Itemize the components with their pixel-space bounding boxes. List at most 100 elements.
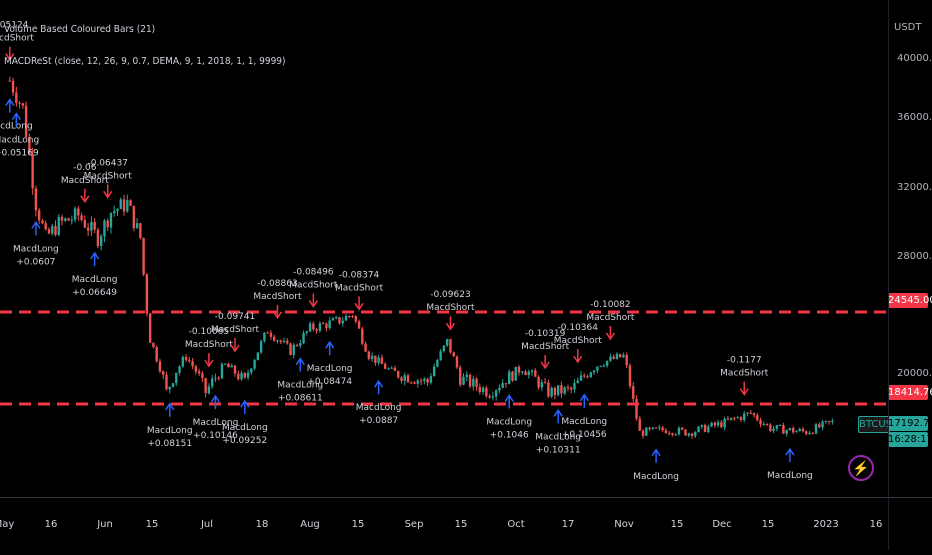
candle-body[interactable] (694, 432, 697, 437)
candle-body[interactable] (429, 376, 433, 383)
candle-body[interactable] (70, 219, 74, 221)
candle-body[interactable] (573, 383, 576, 390)
candle-body[interactable] (240, 373, 243, 380)
candle-body[interactable] (279, 340, 282, 342)
candle-body[interactable] (713, 422, 717, 426)
candle-body[interactable] (357, 321, 361, 329)
candle-body[interactable] (328, 320, 331, 328)
candle-body[interactable] (475, 378, 478, 388)
candle-body[interactable] (540, 382, 544, 388)
candle-body[interactable] (827, 420, 831, 422)
candle-body[interactable] (18, 102, 21, 104)
candle-body[interactable] (733, 417, 736, 419)
candle-body[interactable] (664, 430, 668, 434)
candle-body[interactable] (178, 366, 181, 373)
candle-body[interactable] (220, 364, 224, 379)
candle-body[interactable] (824, 420, 828, 422)
candle-body[interactable] (635, 398, 638, 419)
candle-body[interactable] (426, 378, 429, 383)
candle-body[interactable] (576, 380, 579, 384)
candle-body[interactable] (8, 80, 11, 82)
candle-body[interactable] (272, 336, 276, 341)
candle-body[interactable] (439, 351, 442, 361)
candle-body[interactable] (485, 387, 488, 397)
volume-study-legend[interactable]: Volume Based Coloured Bars (21) (4, 24, 156, 35)
candle-body[interactable] (93, 221, 96, 230)
candle-body[interactable] (86, 227, 90, 231)
candle-body[interactable] (674, 434, 677, 436)
candle-body[interactable] (377, 357, 380, 363)
candle-body[interactable] (171, 383, 175, 387)
candle-body[interactable] (380, 357, 384, 364)
candle-body[interactable] (478, 387, 482, 392)
candle-body[interactable] (798, 428, 801, 431)
candle-body[interactable] (752, 413, 756, 416)
candle-body[interactable] (667, 433, 671, 435)
candle-body[interactable] (671, 433, 674, 435)
candle-body[interactable] (592, 370, 596, 373)
candle-body[interactable] (638, 418, 641, 431)
candle-body[interactable] (687, 433, 690, 436)
candle-body[interactable] (432, 366, 436, 377)
candle-body[interactable] (511, 371, 514, 381)
candle-body[interactable] (243, 373, 247, 378)
candle-body[interactable] (15, 92, 18, 103)
candle-body[interactable] (641, 430, 645, 436)
candle-body[interactable] (83, 219, 87, 228)
candle-body[interactable] (370, 355, 374, 359)
candle-body[interactable] (113, 210, 116, 213)
candle-body[interactable] (504, 383, 508, 385)
candle-body[interactable] (142, 237, 145, 275)
candle-body[interactable] (367, 351, 371, 359)
candle-body[interactable] (703, 424, 707, 432)
candle-body[interactable] (481, 387, 485, 392)
candle-body[interactable] (289, 343, 292, 356)
candle-body[interactable] (54, 226, 57, 235)
macd-study-legend[interactable]: MACDReSt (close, 12, 26, 9, 0.7, DEMA, 9… (4, 56, 286, 67)
candle-body[interactable] (445, 338, 449, 346)
candle-body[interactable] (821, 421, 824, 428)
candle-body[interactable] (645, 427, 648, 436)
candle-body[interactable] (31, 154, 34, 189)
candle-body[interactable] (690, 433, 694, 437)
candle-body[interactable] (44, 223, 47, 230)
candle-body[interactable] (527, 371, 530, 376)
candle-body[interactable] (390, 367, 393, 369)
candle-body[interactable] (351, 315, 354, 317)
candle-body[interactable] (654, 427, 658, 429)
candle-body[interactable] (410, 382, 413, 384)
candle-body[interactable] (501, 383, 504, 388)
candle-body[interactable] (152, 342, 155, 347)
candle-body[interactable] (416, 380, 420, 384)
candle-body[interactable] (543, 382, 547, 384)
candle-body[interactable] (570, 387, 573, 390)
candle-body[interactable] (397, 370, 400, 378)
candle-body[interactable] (759, 420, 762, 425)
candle-body[interactable] (468, 374, 472, 387)
candle-body[interactable] (109, 212, 113, 228)
candle-body[interactable] (259, 341, 263, 353)
candle-body[interactable] (374, 355, 377, 363)
candle-body[interactable] (305, 331, 309, 333)
candle-body[interactable] (250, 368, 253, 373)
candle-body[interactable] (292, 344, 295, 356)
candle-body[interactable] (116, 208, 119, 211)
candle-body[interactable] (364, 343, 367, 352)
candle-body[interactable] (77, 208, 80, 216)
candle-body[interactable] (462, 376, 465, 385)
candle-body[interactable] (122, 199, 126, 212)
candle-body[interactable] (553, 387, 557, 395)
candle-body[interactable] (237, 373, 240, 380)
candle-body[interactable] (197, 371, 201, 374)
candle-body[interactable] (348, 315, 351, 317)
candle-body[interactable] (403, 375, 406, 381)
candle-body[interactable] (246, 372, 250, 378)
candle-body[interactable] (34, 188, 38, 211)
candle-body[interactable] (181, 357, 184, 367)
candle-body[interactable] (224, 363, 227, 365)
candle-body[interactable] (57, 217, 60, 235)
candle-body[interactable] (618, 354, 622, 358)
candle-body[interactable] (455, 356, 459, 368)
candle-body[interactable] (227, 363, 230, 368)
